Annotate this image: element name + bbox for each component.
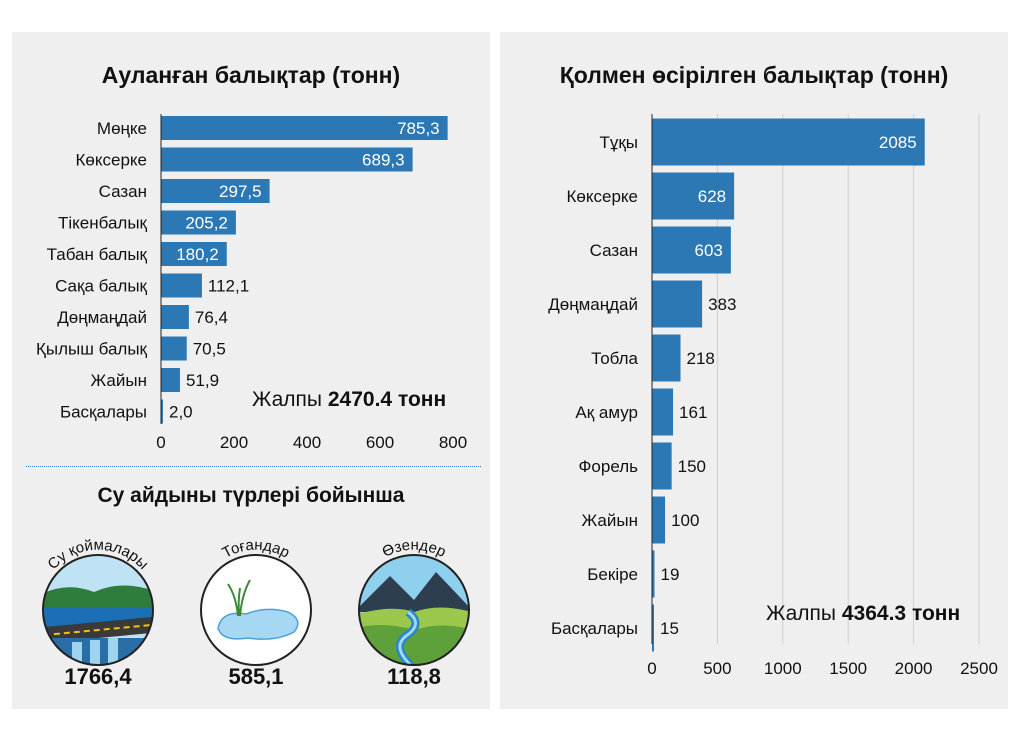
water-body-subtitle: Су айдыны түрлері бойынша — [97, 484, 405, 507]
right-tick-label-2: 1000 — [764, 659, 802, 678]
left-bar-4 — [161, 242, 227, 266]
left-value-label-9: 2,0 — [169, 403, 193, 422]
left-bar-3 — [161, 210, 236, 235]
right-bar-2 — [652, 226, 731, 274]
left-tick-label-3: 600 — [366, 433, 394, 452]
right-bar-3 — [652, 280, 703, 328]
right-bar-5 — [652, 388, 674, 436]
left-value-label-2: 297,5 — [219, 182, 262, 201]
right-total: Жалпы 4364.3 тонн — [766, 602, 960, 626]
left-chart-title: Ауланған балықтар (тонн) — [101, 62, 401, 88]
left-value-label-1: 689,3 — [362, 151, 405, 170]
left-value-label-0: 785,3 — [397, 119, 440, 138]
left-tick-label-0: 0 — [156, 433, 165, 452]
right-value-label-4: 218 — [687, 349, 715, 368]
left-category-label-3: Тікенбалық — [58, 214, 148, 233]
right-total-value: 4364.3 тонн — [841, 602, 961, 625]
left-total-value: 2470.4 тонн — [327, 388, 447, 411]
right-value-label-3: 383 — [708, 295, 736, 314]
right-category-label-4: Тобла — [591, 349, 638, 368]
right-tick-label-3: 1500 — [829, 659, 867, 678]
right-value-label-5: 161 — [679, 403, 707, 422]
right-tick-label-5: 2500 — [960, 659, 998, 678]
right-tick-label-4: 2000 — [895, 659, 933, 678]
left-bar-7 — [161, 336, 187, 361]
right-category-label-5: Ақ амур — [575, 403, 638, 422]
left-value-label-8: 51,9 — [186, 371, 219, 390]
left-panel: Ауланған балықтар (тонн) Мөңке 785,3 Көксе… — [12, 32, 490, 709]
left-category-label-1: Көксерке — [76, 151, 147, 170]
left-category-label-2: Сазан — [99, 182, 147, 201]
left-bar-2 — [161, 179, 270, 203]
river-mountains-icon: Өзендер — [358, 537, 470, 666]
right-value-label-1: 628 — [698, 187, 726, 206]
water-body-value-2: 585,1 — [228, 664, 284, 689]
right-bar-chart: Тұқы 2085 Көксерке 628 Сазан 603 Дөңмаңдай 383 Т… — [548, 114, 998, 678]
right-category-label-8: Бекіре — [587, 565, 638, 584]
left-category-label-8: Жайын — [91, 371, 147, 390]
left-value-label-7: 70,5 — [193, 340, 226, 359]
reservoir-dam-icon: Су қоймалары — [42, 537, 154, 666]
water-body-value-1: 1766,4 — [64, 664, 132, 689]
right-value-label-2: 603 — [694, 241, 722, 260]
left-value-label-3: 205,2 — [185, 214, 228, 233]
left-bar-1 — [161, 147, 413, 172]
right-bar-0 — [652, 118, 925, 166]
right-category-label-2: Сазан — [590, 241, 638, 260]
right-value-label-7: 100 — [671, 511, 699, 530]
left-value-label-4: 180,2 — [176, 245, 219, 264]
right-value-label-8: 19 — [660, 565, 679, 584]
left-value-label-5: 112,1 — [208, 277, 249, 296]
right-panel: Қолмен өсірілген балықтар (тонн) Тұқы 208… — [500, 32, 1008, 709]
right-category-label-1: Көксерке — [567, 187, 638, 206]
left-category-label-0: Мөңке — [97, 119, 147, 138]
left-bar-0 — [161, 116, 448, 140]
right-total-prefix: Жалпы — [766, 602, 837, 625]
right-bar-9 — [652, 604, 654, 652]
left-category-label-9: Басқалары — [60, 403, 147, 422]
left-value-label-6: 76,4 — [195, 308, 228, 327]
right-category-label-6: Форель — [579, 457, 639, 476]
right-value-label-0: 2085 — [879, 133, 917, 152]
right-value-label-6: 150 — [678, 457, 706, 476]
left-total: Жалпы 2470.4 тонн — [252, 388, 446, 412]
left-bar-9 — [161, 399, 163, 424]
left-tick-label-1: 200 — [220, 433, 248, 452]
right-value-label-9: 15 — [660, 619, 679, 638]
left-bar-8 — [161, 368, 180, 392]
right-bar-6 — [652, 442, 672, 490]
right-category-label-9: Басқалары — [551, 619, 638, 638]
right-bar-1 — [652, 172, 735, 220]
left-bar-6 — [161, 305, 189, 329]
left-category-label-4: Табан балық — [47, 245, 148, 264]
left-bar-5 — [161, 273, 202, 298]
left-bar-chart: Мөңке 785,3 Көксерке 689,3 Сазан 297,5 Тікенба… — [36, 114, 467, 452]
section-divider — [26, 466, 481, 467]
left-tick-label-2: 400 — [293, 433, 321, 452]
left-category-label-7: Қылыш балық — [36, 340, 148, 359]
right-tick-label-0: 0 — [647, 659, 656, 678]
water-body-value-3: 118,8 — [387, 664, 441, 689]
right-category-label-7: Жайын — [582, 511, 638, 530]
pond-icon: Тоғандар — [200, 537, 312, 666]
right-tick-label-1: 500 — [703, 659, 731, 678]
left-category-label-6: Дөңмаңдай — [57, 308, 147, 327]
right-category-label-0: Тұқы — [599, 133, 638, 152]
right-bar-8 — [652, 550, 655, 598]
right-bar-7 — [652, 496, 666, 544]
right-bar-4 — [652, 334, 681, 382]
right-chart-title: Қолмен өсірілген балықтар (тонн) — [559, 62, 949, 88]
left-tick-label-4: 800 — [439, 433, 467, 452]
right-category-label-3: Дөңмаңдай — [548, 295, 638, 314]
left-total-prefix: Жалпы — [252, 388, 323, 411]
left-category-label-5: Сақа балық — [55, 277, 147, 296]
